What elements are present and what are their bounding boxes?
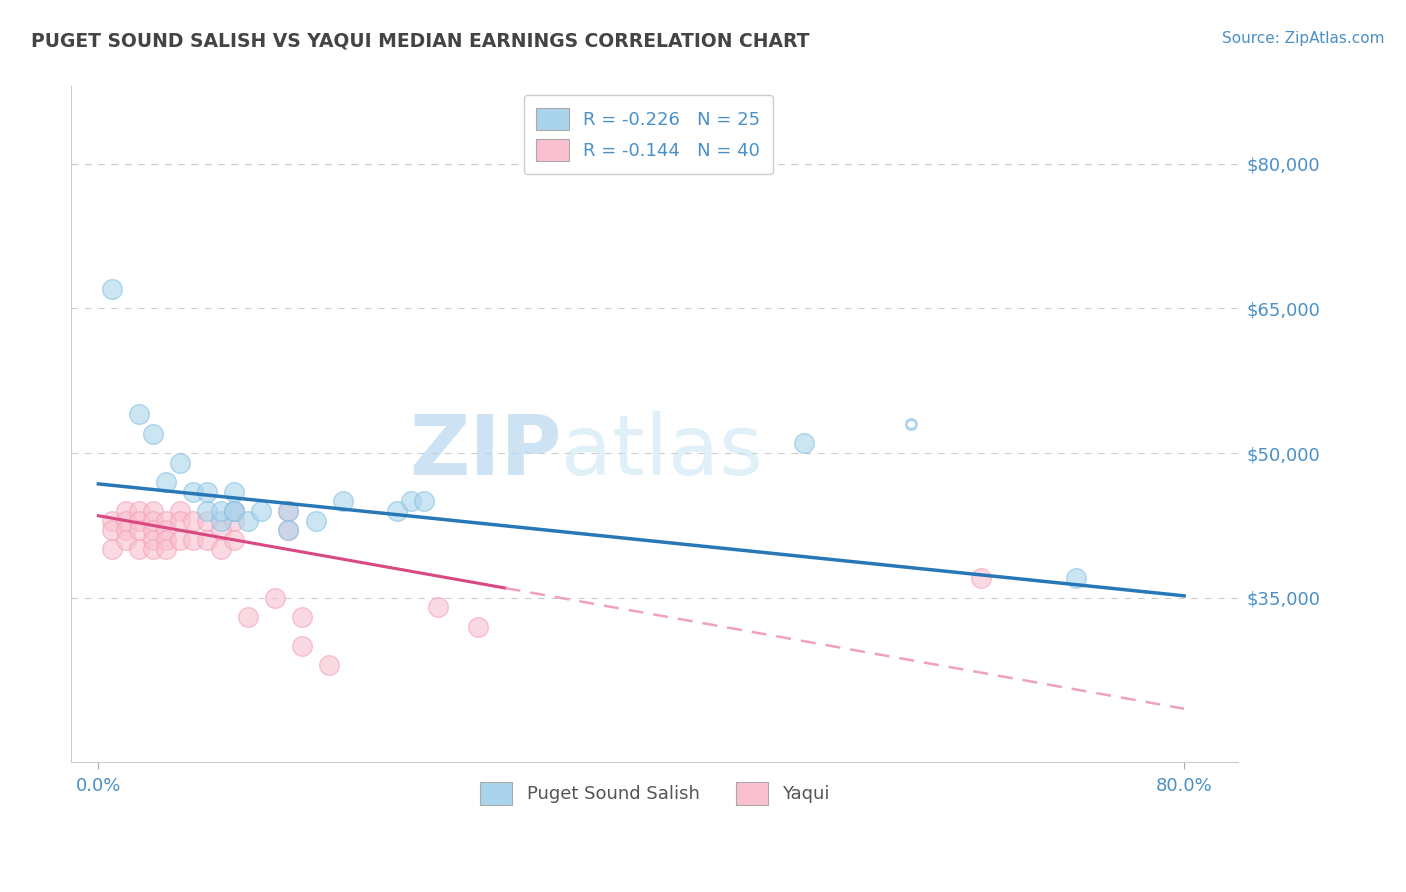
- Point: [236, 610, 259, 624]
- Point: [969, 571, 991, 585]
- Point: [277, 504, 299, 518]
- Point: [222, 504, 245, 518]
- Point: [114, 514, 136, 528]
- Point: [209, 504, 232, 518]
- Text: PUGET SOUND SALISH VS YAQUI MEDIAN EARNINGS CORRELATION CHART: PUGET SOUND SALISH VS YAQUI MEDIAN EARNI…: [31, 31, 810, 50]
- Point: [114, 504, 136, 518]
- Point: [318, 658, 340, 673]
- Point: [277, 504, 299, 518]
- Point: [101, 282, 124, 296]
- Point: [155, 523, 177, 537]
- Point: [291, 639, 314, 653]
- Point: [169, 514, 191, 528]
- Point: [304, 514, 326, 528]
- Point: [128, 514, 150, 528]
- Point: [195, 514, 218, 528]
- Point: [793, 436, 815, 450]
- Point: [291, 610, 314, 624]
- Point: [222, 484, 245, 499]
- Point: [155, 475, 177, 489]
- Point: [385, 504, 408, 518]
- Point: [142, 533, 165, 547]
- Point: [128, 408, 150, 422]
- Point: [128, 523, 150, 537]
- Point: [128, 542, 150, 557]
- Point: [155, 542, 177, 557]
- Point: [142, 426, 165, 441]
- Point: [128, 504, 150, 518]
- Point: [413, 494, 436, 508]
- Point: [169, 533, 191, 547]
- Point: [195, 484, 218, 499]
- Point: [155, 533, 177, 547]
- Point: [114, 533, 136, 547]
- Point: [236, 514, 259, 528]
- Point: [183, 484, 205, 499]
- Text: Source: ZipAtlas.com: Source: ZipAtlas.com: [1222, 31, 1385, 46]
- Point: [155, 514, 177, 528]
- Point: [114, 523, 136, 537]
- Text: °: °: [901, 417, 922, 458]
- Point: [222, 533, 245, 547]
- Point: [209, 514, 232, 528]
- Point: [142, 504, 165, 518]
- Point: [209, 523, 232, 537]
- Point: [183, 533, 205, 547]
- Legend: Puget Sound Salish, Yaqui: Puget Sound Salish, Yaqui: [471, 773, 839, 814]
- Point: [142, 523, 165, 537]
- Point: [195, 504, 218, 518]
- Point: [183, 514, 205, 528]
- Point: [332, 494, 354, 508]
- Point: [101, 514, 124, 528]
- Point: [142, 514, 165, 528]
- Point: [209, 542, 232, 557]
- Text: atlas: atlas: [561, 410, 763, 491]
- Point: [195, 533, 218, 547]
- Text: ZIP: ZIP: [409, 410, 561, 491]
- Point: [1064, 571, 1087, 585]
- Point: [169, 504, 191, 518]
- Point: [222, 504, 245, 518]
- Point: [277, 523, 299, 537]
- Point: [101, 542, 124, 557]
- Point: [222, 514, 245, 528]
- Point: [399, 494, 422, 508]
- Point: [426, 600, 449, 615]
- Point: [250, 504, 273, 518]
- Point: [263, 591, 285, 605]
- Point: [467, 620, 489, 634]
- Point: [222, 504, 245, 518]
- Point: [101, 523, 124, 537]
- Point: [277, 523, 299, 537]
- Point: [169, 456, 191, 470]
- Point: [142, 542, 165, 557]
